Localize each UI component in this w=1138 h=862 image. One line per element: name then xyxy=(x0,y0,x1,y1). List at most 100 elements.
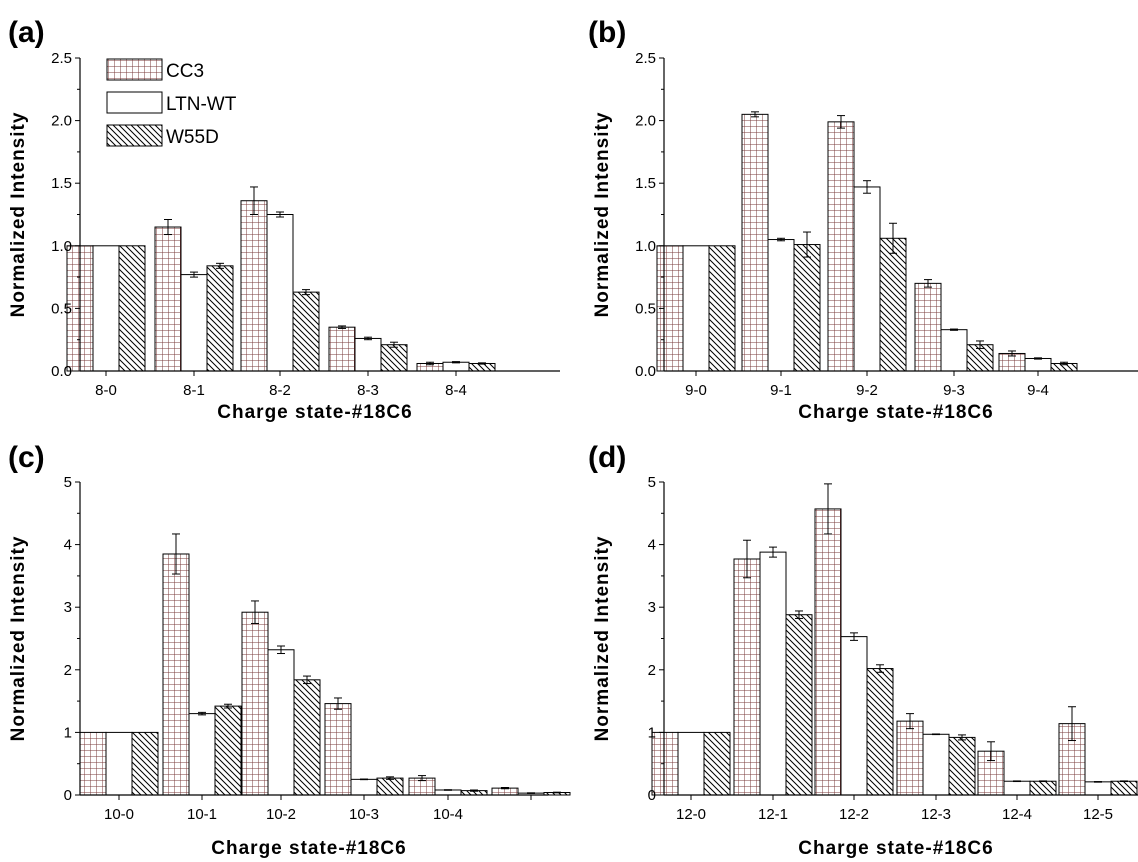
x-tick-label: 9-1 xyxy=(770,382,792,399)
x-tick-label: 8-1 xyxy=(183,382,205,399)
y-tick-label: 2.0 xyxy=(635,113,656,130)
legend-label: LTN-WT xyxy=(166,94,237,115)
error-bar xyxy=(190,271,198,278)
bar-ltn-wt-10-0 xyxy=(105,731,133,796)
bar-cc3-10-0 xyxy=(79,731,107,796)
bar-ltn-wt-9-4 xyxy=(1024,357,1052,372)
error-bar xyxy=(1060,361,1068,366)
y-tick-label: 2.0 xyxy=(51,113,72,130)
error-bar xyxy=(803,231,811,258)
bar-w55d-8-2 xyxy=(292,291,320,372)
x-tick-label: 10-4 xyxy=(433,806,463,823)
legend-swatch xyxy=(106,91,163,114)
bar-cc3-12-0 xyxy=(651,731,679,796)
bar-w55d-9-2 xyxy=(879,237,907,372)
bar-ltn-wt-10-1 xyxy=(188,713,216,796)
bar-cc3-10-1 xyxy=(162,553,190,796)
error-bar xyxy=(527,792,535,794)
y-tick-label: 2 xyxy=(64,662,72,679)
y-tick-label: 0.5 xyxy=(635,300,656,317)
bar-ltn-wt-10-3 xyxy=(350,778,378,796)
error-bar xyxy=(889,222,897,254)
y-axis-title: Normalized Intensity xyxy=(592,536,613,742)
legend-item-w55d: W55D xyxy=(106,124,219,148)
y-tick-label: 3 xyxy=(64,599,72,616)
legend-swatch xyxy=(106,58,163,81)
error-bar xyxy=(769,546,777,558)
bar-ltn-wt-8-4 xyxy=(442,361,470,372)
y-tick-label: 2 xyxy=(648,662,656,679)
x-tick-label: 9-2 xyxy=(856,382,878,399)
y-tick-label: 1 xyxy=(648,724,656,741)
legend-swatch xyxy=(106,124,163,147)
x-tick-label: 9-4 xyxy=(1027,382,1049,399)
error-bar xyxy=(976,340,984,349)
x-tick-label: 10-2 xyxy=(266,806,296,823)
bar-w55d-8-1 xyxy=(206,265,234,372)
x-tick-label: 12-5 xyxy=(1083,806,1113,823)
error-bar xyxy=(251,600,259,624)
legend-item-cc3: CC3 xyxy=(106,58,204,82)
error-bar xyxy=(470,789,478,792)
x-tick-label: 10-1 xyxy=(187,806,217,823)
bar-w55d-10-1 xyxy=(214,705,242,796)
error-bar xyxy=(426,361,434,366)
y-tick-label: 0 xyxy=(64,787,72,804)
error-bar xyxy=(743,539,751,579)
panel-label: (a) xyxy=(8,16,45,49)
error-bar xyxy=(950,328,958,331)
error-bar xyxy=(172,533,180,575)
error-bar xyxy=(1013,780,1021,783)
bar-w55d-12-3 xyxy=(948,736,976,796)
bar-w55d-10-3 xyxy=(376,777,404,796)
y-tick-label: 5 xyxy=(64,474,72,491)
bar-ltn-wt-12-2 xyxy=(840,636,868,796)
panel-label: (d) xyxy=(588,441,626,474)
error-bar xyxy=(906,713,914,730)
legend-label: W55D xyxy=(166,127,219,148)
bar-ltn-wt-12-3 xyxy=(922,733,950,796)
bar-ltn-wt-8-2 xyxy=(266,214,294,372)
bar-ltn-wt-12-5 xyxy=(1084,781,1112,796)
error-bar xyxy=(386,776,394,780)
legend-label: CC3 xyxy=(166,61,204,82)
error-bar xyxy=(850,632,858,641)
bar-w55d-9-1 xyxy=(793,244,821,372)
error-bar xyxy=(1039,780,1047,783)
bar-cc3-8-1 xyxy=(154,226,182,372)
bar-cc3-8-2 xyxy=(240,200,268,372)
error-bar xyxy=(837,115,845,129)
bar-cc3-9-1 xyxy=(741,113,769,372)
error-bar xyxy=(164,219,172,236)
error-bar xyxy=(302,289,310,296)
error-bar xyxy=(824,483,832,535)
error-bar xyxy=(987,741,995,762)
bar-cc3-9-3 xyxy=(914,282,942,372)
y-tick-label: 0.0 xyxy=(635,363,656,380)
bars xyxy=(651,483,1138,796)
y-tick-label: 0 xyxy=(648,787,656,804)
error-bar xyxy=(553,791,561,794)
bars xyxy=(66,186,496,372)
error-bar xyxy=(478,362,486,365)
y-tick-label: 2.5 xyxy=(635,50,656,67)
bar-ltn-wt-8-1 xyxy=(180,274,208,372)
bar-w55d-12-5 xyxy=(1110,780,1138,796)
bars xyxy=(656,111,1078,372)
y-tick-label: 0.5 xyxy=(51,300,72,317)
error-bar xyxy=(390,341,398,348)
error-bar xyxy=(198,711,206,716)
error-bar xyxy=(1094,781,1102,783)
y-axis-title: Normalized Intensity xyxy=(8,536,29,742)
error-bar xyxy=(452,361,460,364)
error-bar xyxy=(334,697,342,710)
bar-ltn-wt-9-0 xyxy=(682,245,710,372)
x-tick-label: 10-3 xyxy=(349,806,379,823)
bar-w55d-12-2 xyxy=(866,668,894,796)
x-tick-label: 9-0 xyxy=(685,382,707,399)
error-bar xyxy=(958,734,966,741)
bar-ltn-wt-12-4 xyxy=(1003,780,1031,796)
y-axis-title: Normalized Intensity xyxy=(592,112,613,318)
error-bar xyxy=(338,325,346,329)
